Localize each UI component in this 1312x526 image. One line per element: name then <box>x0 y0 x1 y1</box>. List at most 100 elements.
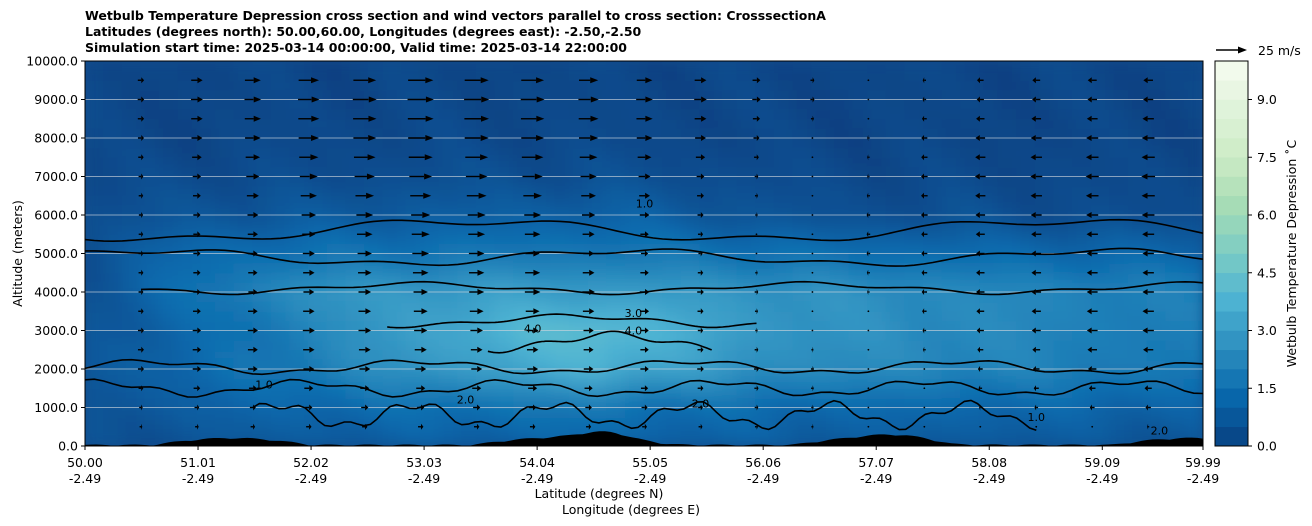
wind-vector <box>526 346 539 353</box>
field-cell <box>867 233 887 245</box>
field-cell <box>718 176 738 187</box>
field-cell <box>531 185 552 197</box>
field-cell <box>755 118 775 129</box>
wind-vector-head <box>311 135 320 141</box>
field-cell <box>214 397 235 408</box>
field-cell <box>643 397 664 408</box>
field-cell <box>140 426 161 437</box>
wind-vector-head <box>535 154 544 161</box>
wind-vector <box>1087 96 1098 103</box>
field-cell <box>308 262 328 274</box>
field-cell <box>270 281 291 293</box>
wind-vector-head <box>141 289 144 295</box>
field-cell <box>848 195 869 206</box>
field-cell <box>568 224 589 235</box>
wind-vector <box>583 250 595 257</box>
y-tick-label: 6000.0 <box>34 208 78 223</box>
wind-vector <box>579 135 599 141</box>
field-cell <box>308 301 328 312</box>
field-cell <box>997 291 1018 303</box>
field-cell <box>177 99 198 110</box>
field-cell <box>475 272 496 283</box>
field-cell <box>1090 204 1111 216</box>
field-cell <box>960 301 980 312</box>
field-cell <box>568 70 589 81</box>
field-cell <box>364 243 384 254</box>
field-cell <box>848 214 869 226</box>
field-cell <box>1127 70 1148 81</box>
field-cell <box>606 407 626 418</box>
field-cell <box>1183 195 1203 206</box>
field-cell <box>140 358 161 370</box>
field-cell <box>680 147 701 158</box>
field-cell <box>997 89 1018 100</box>
field-cell <box>643 147 664 158</box>
field-cell <box>326 339 347 351</box>
field-cell <box>1090 320 1111 331</box>
field-cell <box>718 281 738 293</box>
wind-vector-head <box>141 385 144 392</box>
field-cell <box>252 243 272 254</box>
x-tick-label-lon: -2.49 <box>521 471 553 486</box>
wind-vector-head <box>921 212 925 218</box>
field-cell <box>624 118 645 129</box>
field-cell <box>1146 253 1167 264</box>
field-cell <box>196 291 216 303</box>
wind-vector <box>975 192 986 199</box>
wind-vector-head <box>1086 327 1092 334</box>
field-cell <box>941 195 962 206</box>
field-cell <box>270 253 291 264</box>
field-cell <box>382 281 403 293</box>
field-cell <box>345 368 365 380</box>
field-cell <box>419 407 440 418</box>
wind-vector <box>867 154 870 161</box>
wind-vector <box>696 173 705 180</box>
field-cell <box>1072 156 1092 168</box>
y-tick-label: 3000.0 <box>34 323 78 338</box>
field-cell <box>662 108 682 120</box>
field-cell <box>718 127 738 139</box>
field-cell <box>438 262 459 274</box>
field-cell <box>1127 224 1148 235</box>
field-cell <box>624 349 645 360</box>
field-cell <box>587 89 608 100</box>
field-cell <box>848 156 869 168</box>
field-cell <box>1034 397 1055 408</box>
field-cell <box>792 243 813 254</box>
field-cell <box>1127 397 1148 408</box>
field-cell <box>326 243 347 254</box>
field-cell <box>326 99 347 110</box>
field-cell <box>1146 281 1167 293</box>
field-cell <box>848 89 869 100</box>
field-cell <box>550 147 570 158</box>
field-cell <box>978 204 999 216</box>
chart-title-line-2: Latitudes (degrees north): 50.00,60.00, … <box>85 24 642 39</box>
wind-vector <box>752 96 761 103</box>
wind-vector <box>245 154 261 161</box>
field-cell <box>680 89 701 100</box>
field-cell <box>270 330 291 341</box>
field-cell <box>159 330 179 341</box>
field-cell <box>792 291 813 303</box>
field-cell <box>233 127 254 139</box>
field-cell <box>867 426 887 437</box>
field-cell <box>1109 349 1129 360</box>
field-cell <box>401 118 421 129</box>
field-cell <box>270 70 291 81</box>
field-cell <box>475 339 496 351</box>
field-cell <box>159 320 179 331</box>
field-cell <box>1109 435 1129 446</box>
field-cell <box>997 435 1018 446</box>
wind-vector <box>1091 425 1094 428</box>
field-cell <box>382 387 403 399</box>
field-cell <box>1127 147 1148 158</box>
field-cell <box>1146 416 1167 428</box>
field-cell <box>1109 185 1129 197</box>
field-cell <box>159 435 179 446</box>
field-cell <box>85 272 105 283</box>
wind-vector <box>1031 289 1042 295</box>
field-cell <box>252 358 272 370</box>
colorbar-segment <box>1215 310 1248 331</box>
field-cell <box>755 435 775 446</box>
field-cell <box>382 89 403 100</box>
